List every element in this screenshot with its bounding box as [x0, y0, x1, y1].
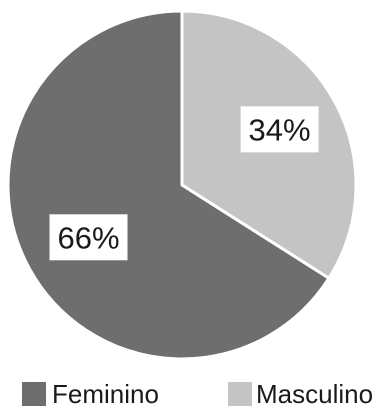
legend-swatch [22, 382, 46, 406]
data-labels-layer: 34% 66% [49, 106, 319, 261]
data-label-text: 34% [249, 112, 311, 147]
pie-slice-feminino [6, 9, 331, 361]
legend-item-masculino: Masculino [228, 379, 373, 409]
legend: Feminino Masculino [22, 379, 373, 409]
data-label-text: 66% [57, 220, 119, 255]
legend-item-feminino: Feminino [22, 379, 159, 409]
data-label-box [49, 214, 128, 261]
legend-label: Feminino [52, 379, 159, 409]
data-label-box [240, 106, 319, 153]
data-label-feminino: 66% [49, 214, 128, 261]
legend-swatch [228, 382, 252, 406]
data-label-masculino: 34% [240, 106, 319, 153]
slices-layer [6, 9, 358, 361]
legend-label: Masculino [256, 379, 373, 409]
